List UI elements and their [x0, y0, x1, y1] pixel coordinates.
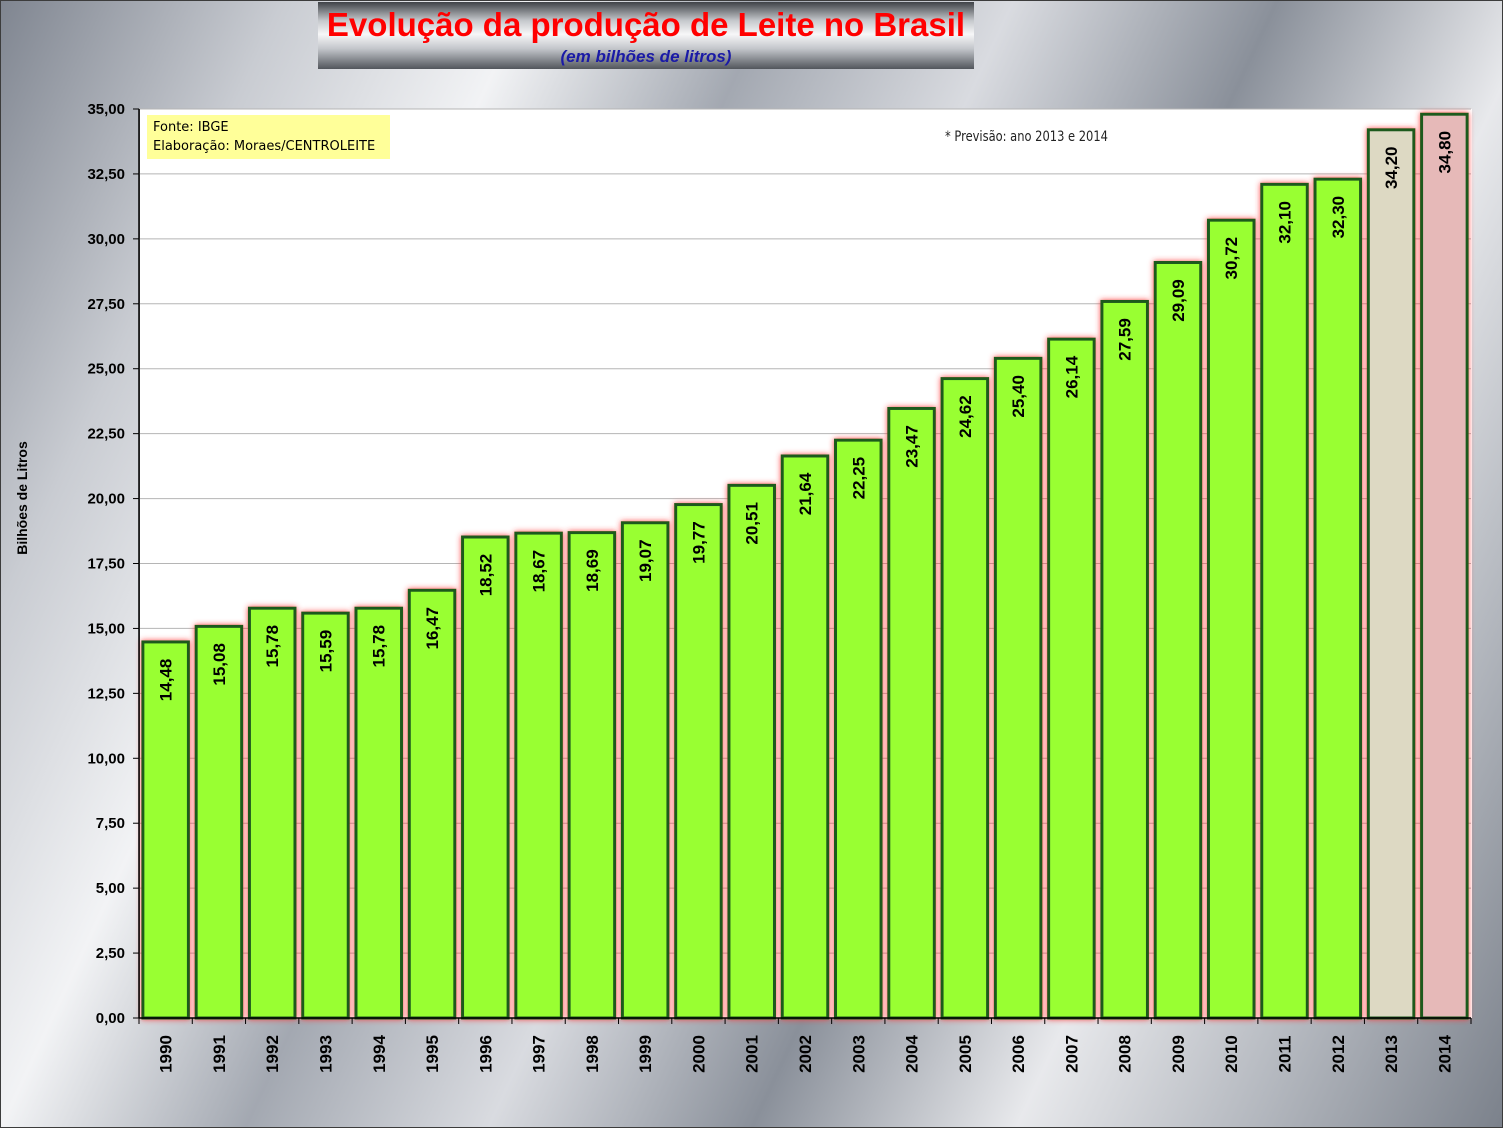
data-label-1991: 15,08	[210, 643, 229, 686]
y-tick-label: 0,00	[96, 1010, 125, 1027]
x-tick-label: 1999	[636, 1035, 655, 1073]
y-tick-label: 5,00	[96, 880, 125, 897]
bar-2008	[1100, 299, 1149, 1020]
x-tick-label: 1993	[316, 1035, 335, 1073]
data-label-1997: 18,67	[530, 550, 549, 593]
data-label-1990: 14,48	[157, 659, 176, 702]
data-label-1995: 16,47	[423, 607, 442, 650]
bar-2009	[1153, 260, 1203, 1020]
title-banner: Evolução da produção de Leite no Brasil …	[318, 2, 974, 69]
bar-1994	[354, 606, 404, 1020]
x-tick-label: 2004	[903, 1035, 922, 1073]
bar-2002	[780, 454, 830, 1020]
data-label-2005: 24,62	[956, 395, 975, 438]
x-tick-label: 1991	[210, 1035, 229, 1073]
y-tick-label: 35,00	[87, 101, 125, 118]
bar-2013	[1366, 128, 1416, 1020]
data-label-1996: 18,52	[476, 554, 495, 597]
bar-1993	[301, 611, 350, 1020]
data-label-2007: 26,14	[1062, 355, 1081, 398]
data-label-2013: 34,20	[1382, 147, 1401, 190]
x-tick-label: 2008	[1116, 1035, 1135, 1073]
y-tick-label: 22,50	[87, 426, 125, 443]
data-label-1999: 19,07	[636, 539, 655, 582]
y-tick-label: 17,50	[87, 556, 125, 573]
y-tick-label: 25,00	[87, 361, 125, 378]
data-label-1998: 18,69	[583, 549, 602, 592]
x-tick-label: 1996	[476, 1035, 495, 1073]
bar-1992	[247, 606, 297, 1020]
bars: 14,48 15,08 15,78 15,59 15,78 16,47 18,52 18,67…	[141, 112, 1469, 1020]
bar-2007	[1047, 337, 1096, 1020]
elaboration-text: Elaboração: Moraes/CENTROLEITE	[153, 139, 376, 154]
y-tick-label: 2,50	[96, 945, 125, 962]
bar-2000	[674, 503, 723, 1020]
data-label-2003: 22,25	[849, 457, 868, 500]
data-label-2000: 19,77	[689, 521, 708, 564]
y-tick-label: 30,00	[87, 231, 125, 248]
chart-title: Evolução da produção de Leite no Brasil	[326, 6, 966, 43]
y-tick-label: 7,50	[96, 815, 125, 832]
x-tick-label: 2005	[956, 1035, 975, 1073]
x-tick-label: 1994	[370, 1035, 389, 1073]
x-tick-label: 1998	[583, 1035, 602, 1073]
data-label-2002: 21,64	[796, 472, 815, 515]
y-tick-label: 20,00	[87, 491, 125, 508]
bar-1997	[514, 531, 563, 1020]
data-label-1993: 15,59	[316, 630, 335, 673]
bar-1995	[407, 588, 457, 1020]
data-label-2014: 34,80	[1435, 131, 1454, 174]
x-tick-label: 2002	[796, 1035, 815, 1073]
x-tick-label: 1992	[263, 1035, 282, 1073]
source-text: Fonte: IBGE	[153, 120, 229, 135]
data-label-2011: 32,10	[1276, 201, 1295, 244]
x-tick-label: 2006	[1009, 1035, 1028, 1073]
data-label-2010: 30,72	[1222, 237, 1241, 280]
bar-2011	[1260, 182, 1309, 1020]
x-tick-label: 2011	[1276, 1036, 1295, 1073]
x-tick-label: 1997	[530, 1035, 549, 1073]
y-tick-label: 12,50	[87, 685, 125, 702]
x-tick-label: 2003	[849, 1035, 868, 1073]
x-tick-label: 2001	[743, 1035, 762, 1073]
data-label-1994: 15,78	[370, 625, 389, 668]
chart-subtitle: (em bilhões de litros)	[560, 47, 732, 66]
bar-2005	[940, 377, 990, 1020]
bar-1996	[461, 535, 510, 1020]
y-tick-label: 32,50	[87, 166, 125, 183]
x-tick-label: 2014	[1435, 1035, 1454, 1073]
bar-2012	[1313, 177, 1363, 1020]
y-axis-title: Bilhões de Litros	[14, 441, 30, 555]
bar-1998	[567, 531, 617, 1020]
data-label-1992: 15,78	[263, 625, 282, 668]
y-tick-label: 15,00	[87, 620, 125, 637]
bar-2003	[834, 438, 883, 1020]
y-tick-label: 27,50	[87, 296, 125, 313]
data-label-2006: 25,40	[1009, 375, 1028, 418]
x-tick-label: 2009	[1169, 1035, 1188, 1073]
axes: 0,00 2,50 5,00 7,50 10,00 12,50 15,00 17,50 20,0…	[87, 101, 1472, 1073]
x-tick-label: 1990	[157, 1035, 176, 1073]
data-label-2012: 32,30	[1329, 196, 1348, 239]
x-tick-label: 2013	[1382, 1035, 1401, 1073]
forecast-note: * Previsão: ano 2013 e 2014	[945, 129, 1108, 145]
source-box: Fonte: IBGE Elaboração: Moraes/CENTROLEI…	[147, 115, 390, 159]
bar-2010	[1206, 218, 1256, 1020]
data-label-2008: 27,59	[1116, 318, 1135, 361]
x-tick-label: 2007	[1062, 1035, 1081, 1073]
bar-1999	[620, 521, 670, 1020]
data-label-2009: 29,09	[1169, 279, 1188, 322]
bar-2001	[727, 483, 776, 1020]
x-tick-label: 2012	[1329, 1035, 1348, 1073]
x-tick-label: 2010	[1222, 1035, 1241, 1073]
y-tick-label: 10,00	[87, 750, 125, 767]
data-label-2001: 20,51	[743, 502, 762, 545]
bar-2014	[1420, 112, 1469, 1020]
x-tick-label: 1995	[423, 1035, 442, 1073]
x-tick-label: 2000	[689, 1035, 708, 1073]
bar-2006	[993, 356, 1043, 1020]
data-label-2004: 23,47	[903, 425, 922, 468]
bar-2004	[887, 406, 936, 1020]
